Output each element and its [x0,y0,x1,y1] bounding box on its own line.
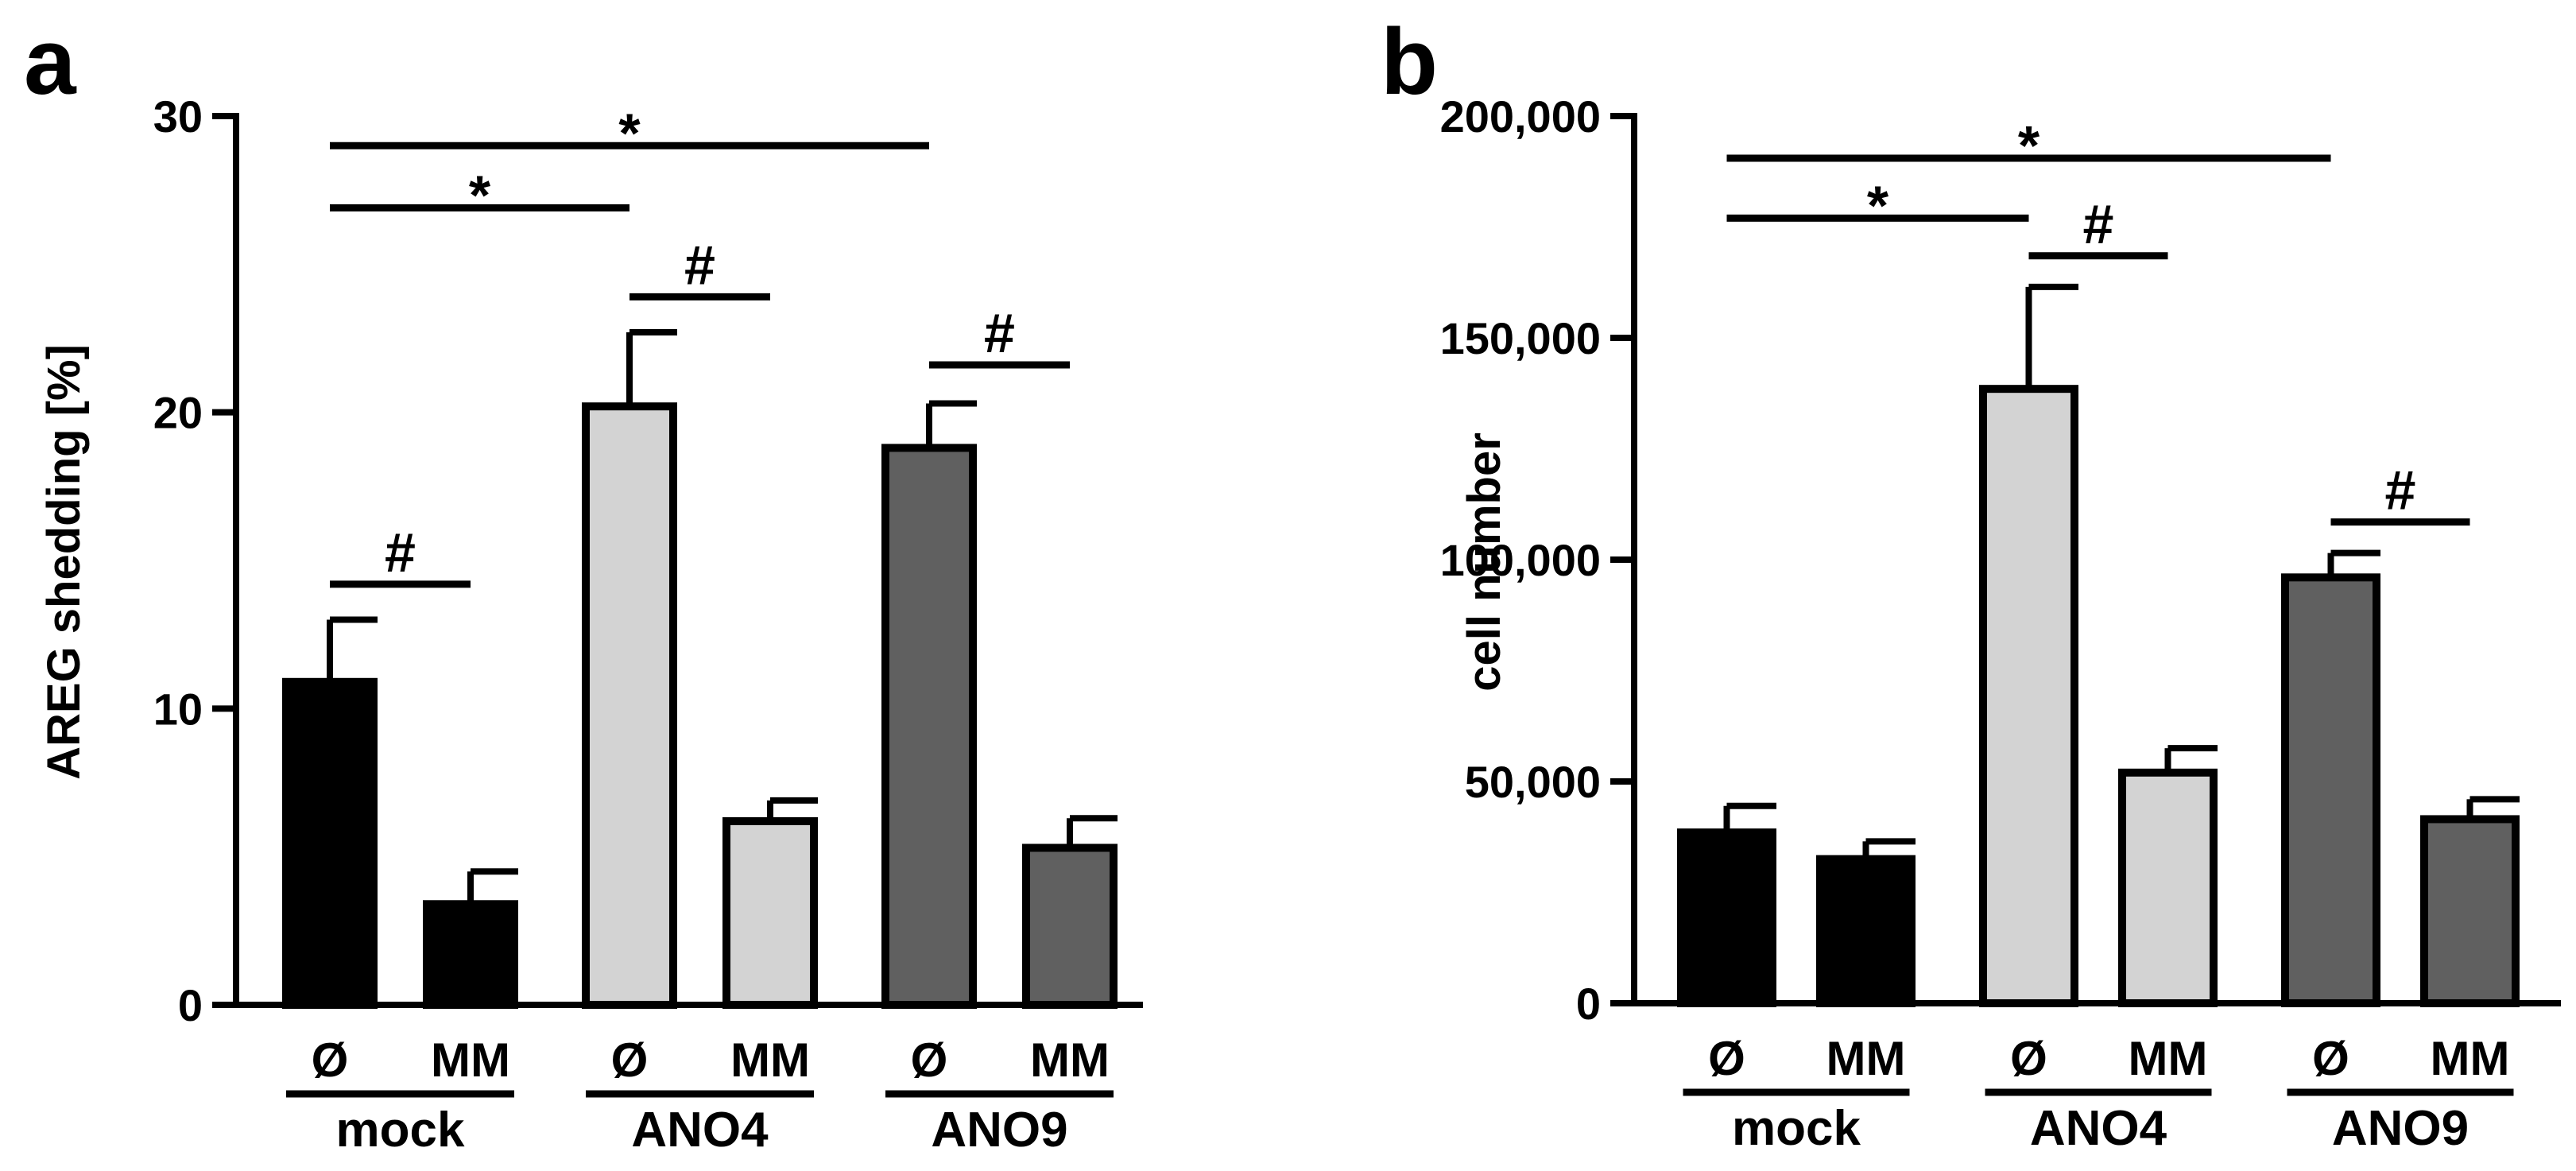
bar [1677,828,1776,1008]
bar [2118,768,2218,1008]
bar-category-label: MM [431,1033,510,1087]
significance-star: * [1867,174,1889,236]
panel-b: b 0 50,000 100,000 150,000 200,000 cell number… [1381,10,2561,1156]
bar-category-label: Ø [2010,1032,2047,1085]
significance-hash: # [2385,459,2416,522]
bar [1022,843,1118,1010]
bar [1979,385,2078,1008]
bar-category-label: MM [2431,1032,2510,1085]
bar-category-label: Ø [911,1033,948,1087]
y-axis-title: cell number [1458,432,1510,692]
bar-category-label: Ø [312,1033,349,1087]
bar-category-label: MM [1826,1032,1906,1085]
significance-hash: # [984,302,1015,364]
bar [881,444,977,1009]
bar-category-label: Ø [1708,1032,1745,1085]
y-axis-title: AREG shedding [%] [38,344,90,780]
bar-category-label: Ø [2312,1032,2349,1085]
group-label: ANO4 [2030,1101,2167,1156]
bar-category-label: Ø [611,1033,649,1087]
y-tick-label: 20 [153,388,203,438]
panel-a: a 0 10 20 30 AREG shedding [%] Ø MM mock Ø MM ANO4 Ø… [24,10,1143,1157]
significance-hash: # [2083,193,2114,255]
group-label: mock [336,1103,465,1157]
group-label: mock [1732,1101,1861,1156]
group-label: ANO4 [631,1103,769,1157]
significance-hash: # [684,234,715,296]
y-tick-label: 30 [153,91,203,142]
bar [1816,855,1916,1008]
bar [2420,815,2520,1008]
significance-star: * [618,102,641,164]
significance-star: * [469,165,491,227]
y-tick-label: 0 [1576,979,1601,1029]
panel-letter: a [24,10,77,114]
y-tick-label: 50,000 [1465,757,1601,807]
bar-category-label: MM [730,1033,810,1087]
group-label: ANO9 [931,1103,1067,1157]
y-tick-label: 150,000 [1440,313,1601,363]
bar [282,677,378,1009]
bar [722,816,818,1009]
bar [582,402,677,1010]
y-tick-label: 200,000 [1440,91,1601,142]
bar [423,900,518,1009]
significance-hash: # [385,522,416,584]
significance-star: * [2018,114,2040,176]
bar-category-label: MM [1030,1033,1110,1087]
y-tick-label: 0 [178,980,203,1030]
bar [2281,573,2380,1007]
y-tick-label: 100,000 [1440,535,1601,585]
panel-letter: b [1381,10,1438,114]
bar-category-label: MM [2129,1032,2208,1085]
y-tick-label: 10 [153,684,203,734]
group-label: ANO9 [2332,1101,2469,1156]
